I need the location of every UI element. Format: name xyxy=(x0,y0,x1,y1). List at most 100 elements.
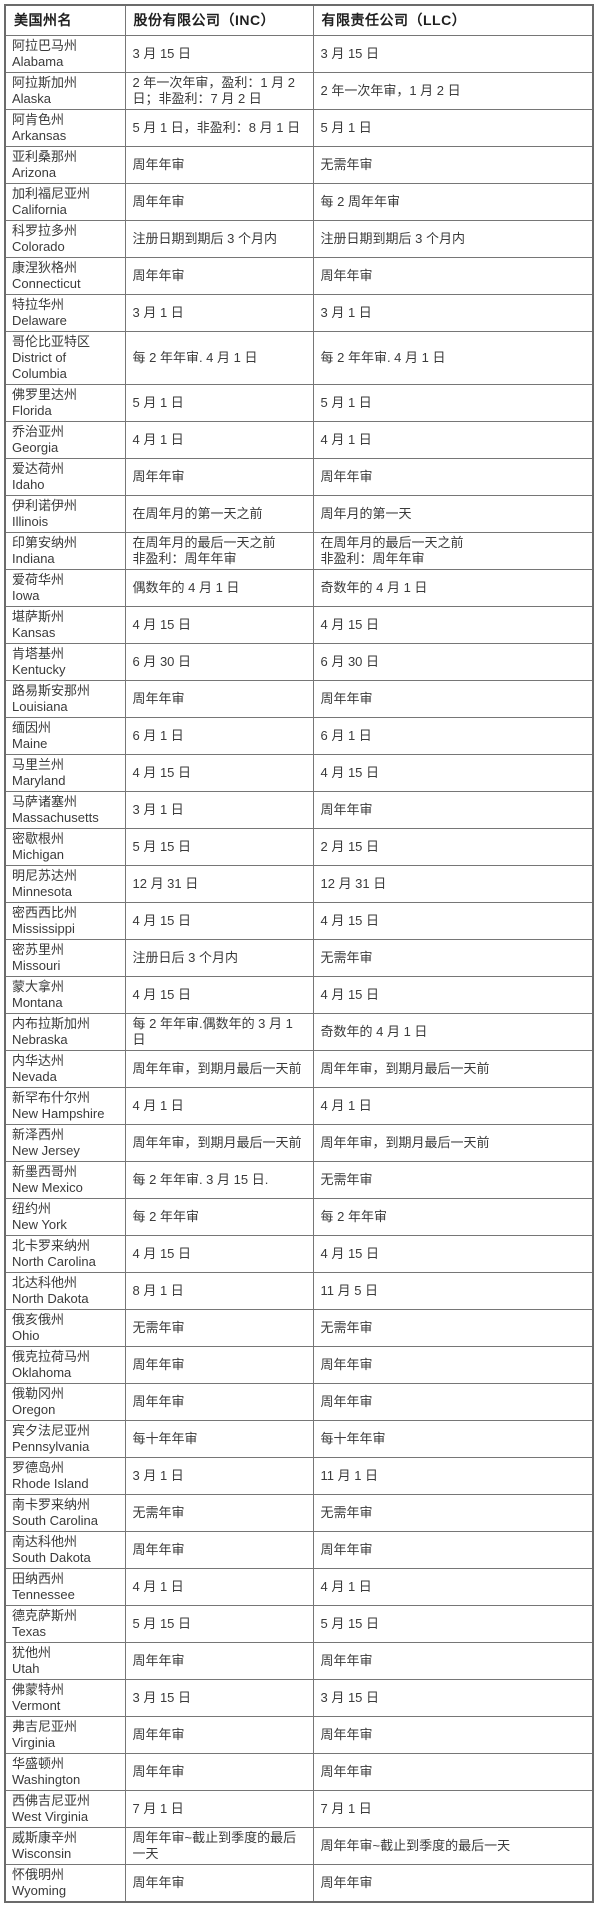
llc-deadline-cell: 周年年审 xyxy=(312,1531,594,1569)
state-name-cn: 阿拉巴马州 xyxy=(12,38,78,53)
state-name-cell: 纽约州 New York xyxy=(4,1198,126,1236)
table-row: 爱达荷州 Idaho 周年年审 周年年审 xyxy=(4,458,594,496)
state-name-cn: 俄勒冈州 xyxy=(12,1386,65,1401)
inc-deadline-cell: 6 月 1 日 xyxy=(124,717,314,755)
state-name-cn: 加利福尼亚州 xyxy=(12,186,91,201)
state-name-en: Illinois xyxy=(12,514,49,529)
state-name-en: Montana xyxy=(12,995,63,1010)
inc-deadline-cell: 4 月 15 日 xyxy=(124,976,314,1014)
inc-deadline-cell: 4 月 15 日 xyxy=(124,606,314,644)
state-name-cn: 爱达荷州 xyxy=(12,461,65,476)
state-name-en: Ohio xyxy=(12,1328,40,1343)
state-name-en: South Dakota xyxy=(12,1550,91,1565)
table-row: 华盛顿州 Washington 周年年审 周年年审 xyxy=(4,1753,594,1791)
state-name-cell: 佛蒙特州 Vermont xyxy=(4,1679,126,1717)
llc-deadline-cell: 周年年审 xyxy=(312,1642,594,1680)
state-name-cell: 肯塔基州 Kentucky xyxy=(4,643,126,681)
state-name-cn: 缅因州 xyxy=(12,720,52,735)
inc-deadline-cell: 4 月 15 日 xyxy=(124,754,314,792)
state-name-cell: 康涅狄格州 Connecticut xyxy=(4,257,126,295)
state-name-cn: 阿拉斯加州 xyxy=(12,75,78,90)
table-row: 哥伦比亚特区 District of Columbia 每 2 年年审. 4 月 1… xyxy=(4,331,594,385)
llc-deadline-cell: 6 月 30 日 xyxy=(312,643,594,681)
state-name-cell: 蒙大拿州 Montana xyxy=(4,976,126,1014)
inc-deadline-cell: 周年年审~截止到季度的最后一天 xyxy=(124,1827,314,1865)
llc-deadline-cell: 奇数年的 4 月 1 日 xyxy=(312,1013,594,1051)
state-name-cell: 加利福尼亚州 California xyxy=(4,183,126,221)
state-name-cell: 罗德岛州 Rhode Island xyxy=(4,1457,126,1495)
state-name-en: Wyoming xyxy=(12,1883,67,1898)
inc-deadline-cell: 每 2 年年审. 3 月 15 日. xyxy=(124,1161,314,1199)
state-name-cn: 佛罗里达州 xyxy=(12,387,78,402)
table-row: 阿拉斯加州 Alaska 2 年一次年审，盈利：1 月 2 日；非盈利：7 月 2 … xyxy=(4,72,594,110)
state-name-en: Mississippi xyxy=(12,921,75,936)
state-name-cn: 科罗拉多州 xyxy=(12,223,78,238)
inc-deadline-cell: 3 月 1 日 xyxy=(124,791,314,829)
table-row: 怀俄明州 Wyoming 周年年审 周年年审 xyxy=(4,1864,594,1903)
llc-deadline-cell: 周年年审 xyxy=(312,1383,594,1421)
table-row: 威斯康辛州 Wisconsin 周年年审~截止到季度的最后一天 周年年审~截止到季度的… xyxy=(4,1827,594,1865)
state-name-cn: 阿肯色州 xyxy=(12,112,65,127)
llc-deadline-cell: 周年年审 xyxy=(312,680,594,718)
state-name-cell: 密西西比州 Mississippi xyxy=(4,902,126,940)
state-name-cn: 罗德岛州 xyxy=(12,1460,65,1475)
state-name-en: Texas xyxy=(12,1624,46,1639)
state-name-cell: 亚利桑那州 Arizona xyxy=(4,146,126,184)
llc-deadline-cell: 每十年年审 xyxy=(312,1420,594,1458)
state-name-cn: 内华达州 xyxy=(12,1053,65,1068)
llc-deadline-cell: 4 月 15 日 xyxy=(312,1235,594,1273)
inc-deadline-cell: 周年年审 xyxy=(124,1864,314,1903)
state-name-cn: 犹他州 xyxy=(12,1645,52,1660)
state-name-cn: 内布拉斯加州 xyxy=(12,1016,91,1031)
state-name-cell: 明尼苏达州 Minnesota xyxy=(4,865,126,903)
table-row: 马萨诸塞州 Massachusetts 3 月 1 日周年年审 xyxy=(4,791,594,829)
state-name-en: Kansas xyxy=(12,625,56,640)
inc-deadline-cell: 偶数年的 4 月 1 日 xyxy=(124,569,314,607)
state-name-en: Tennessee xyxy=(12,1587,75,1602)
inc-deadline-cell: 注册日期到期后 3 个月内 xyxy=(124,220,314,258)
state-name-en: Georgia xyxy=(12,440,59,455)
state-name-en: South Carolina xyxy=(12,1513,98,1528)
inc-deadline-cell: 周年年审 xyxy=(124,1346,314,1384)
state-name-cn: 威斯康辛州 xyxy=(12,1830,78,1845)
inc-deadline-cell: 4 月 15 日 xyxy=(124,1235,314,1273)
inc-deadline-cell: 每 2 年年审 xyxy=(124,1198,314,1236)
inc-deadline-cell: 4 月 1 日 xyxy=(124,1568,314,1606)
inc-deadline-cell: 周年年审 xyxy=(124,1642,314,1680)
table-row: 内布拉斯加州 Nebraska 每 2 年年审.偶数年的 3 月 1 日奇数年的 4… xyxy=(4,1013,594,1051)
state-name-cell: 弗吉尼亚州 Virginia xyxy=(4,1716,126,1754)
state-name-cn: 新墨西哥州 xyxy=(12,1164,78,1179)
state-name-cn: 马里兰州 xyxy=(12,757,65,772)
llc-deadline-cell: 4 月 15 日 xyxy=(312,902,594,940)
state-name-cell: 威斯康辛州 Wisconsin xyxy=(4,1827,126,1865)
inc-deadline-cell: 6 月 30 日 xyxy=(124,643,314,681)
inc-deadline-cell: 周年年审 xyxy=(124,1716,314,1754)
state-name-cn: 密苏里州 xyxy=(12,942,65,957)
state-name-cn: 西佛吉尼亚州 xyxy=(12,1793,91,1808)
llc-deadline-cell: 周年年审 xyxy=(312,1864,594,1903)
state-name-cn: 明尼苏达州 xyxy=(12,868,78,883)
state-name-en: Wisconsin xyxy=(12,1846,72,1861)
llc-deadline-cell: 无需年审 xyxy=(312,146,594,184)
table-row: 内华达州 Nevada 周年年审，到期月最后一天前 周年年审，到期月最后一天前 xyxy=(4,1050,594,1088)
state-name-cn: 亚利桑那州 xyxy=(12,149,78,164)
llc-deadline-cell: 5 月 1 日 xyxy=(312,109,594,147)
llc-deadline-cell: 周年年审，到期月最后一天前 xyxy=(312,1050,594,1088)
state-name-en: Nebraska xyxy=(12,1032,68,1047)
llc-deadline-cell: 5 月 15 日 xyxy=(312,1605,594,1643)
table-row: 密苏里州 Missouri 注册日后 3 个月内 无需年审 xyxy=(4,939,594,977)
state-name-cell: 印第安纳州 Indiana xyxy=(4,532,126,570)
state-name-cell: 新罕布什尔州 New Hampshire xyxy=(4,1087,126,1125)
state-name-cell: 马里兰州 Maryland xyxy=(4,754,126,792)
state-name-cn: 北卡罗来纳州 xyxy=(12,1238,91,1253)
table-row: 俄亥俄州 Ohio 无需年审 无需年审 xyxy=(4,1309,594,1347)
inc-deadline-cell: 周年年审 xyxy=(124,257,314,295)
table-row: 伊利诺伊州 Illinois 在周年月的第一天之前 周年月的第一天 xyxy=(4,495,594,533)
table-row: 纽约州 New York 每 2 年年审每 2 年年审 xyxy=(4,1198,594,1236)
inc-deadline-cell: 3 月 15 日 xyxy=(124,35,314,73)
inc-deadline-cell: 周年年审 xyxy=(124,458,314,496)
